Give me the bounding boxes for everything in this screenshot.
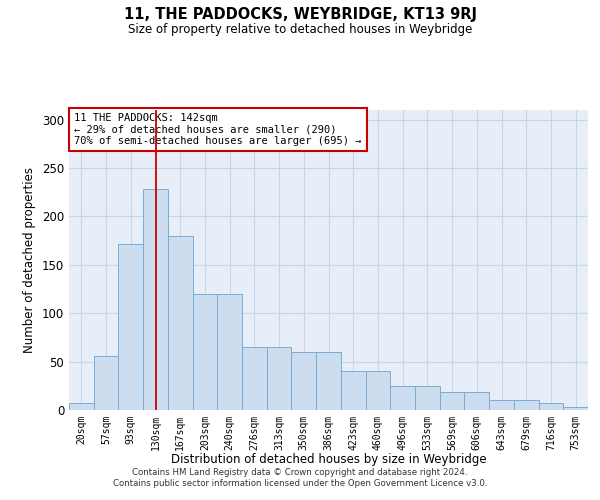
Text: Size of property relative to detached houses in Weybridge: Size of property relative to detached ho… <box>128 22 472 36</box>
Bar <box>563 407 588 410</box>
Bar <box>193 294 217 410</box>
Bar <box>489 400 514 410</box>
Bar <box>440 392 464 410</box>
Bar <box>168 236 193 410</box>
Text: 11 THE PADDOCKS: 142sqm
← 29% of detached houses are smaller (290)
70% of semi-d: 11 THE PADDOCKS: 142sqm ← 29% of detache… <box>74 113 362 146</box>
Text: Distribution of detached houses by size in Weybridge: Distribution of detached houses by size … <box>171 452 487 466</box>
Bar <box>217 294 242 410</box>
Bar <box>143 190 168 410</box>
Bar <box>464 392 489 410</box>
Bar <box>341 372 365 410</box>
Text: 11, THE PADDOCKS, WEYBRIDGE, KT13 9RJ: 11, THE PADDOCKS, WEYBRIDGE, KT13 9RJ <box>124 8 476 22</box>
Bar <box>94 356 118 410</box>
Text: Contains HM Land Registry data © Crown copyright and database right 2024.
Contai: Contains HM Land Registry data © Crown c… <box>113 468 487 487</box>
Bar <box>415 386 440 410</box>
Y-axis label: Number of detached properties: Number of detached properties <box>23 167 37 353</box>
Bar <box>292 352 316 410</box>
Bar <box>242 347 267 410</box>
Bar <box>118 244 143 410</box>
Bar <box>316 352 341 410</box>
Bar <box>514 400 539 410</box>
Bar <box>539 403 563 410</box>
Bar <box>390 386 415 410</box>
Bar <box>267 347 292 410</box>
Bar <box>69 403 94 410</box>
Bar <box>365 372 390 410</box>
